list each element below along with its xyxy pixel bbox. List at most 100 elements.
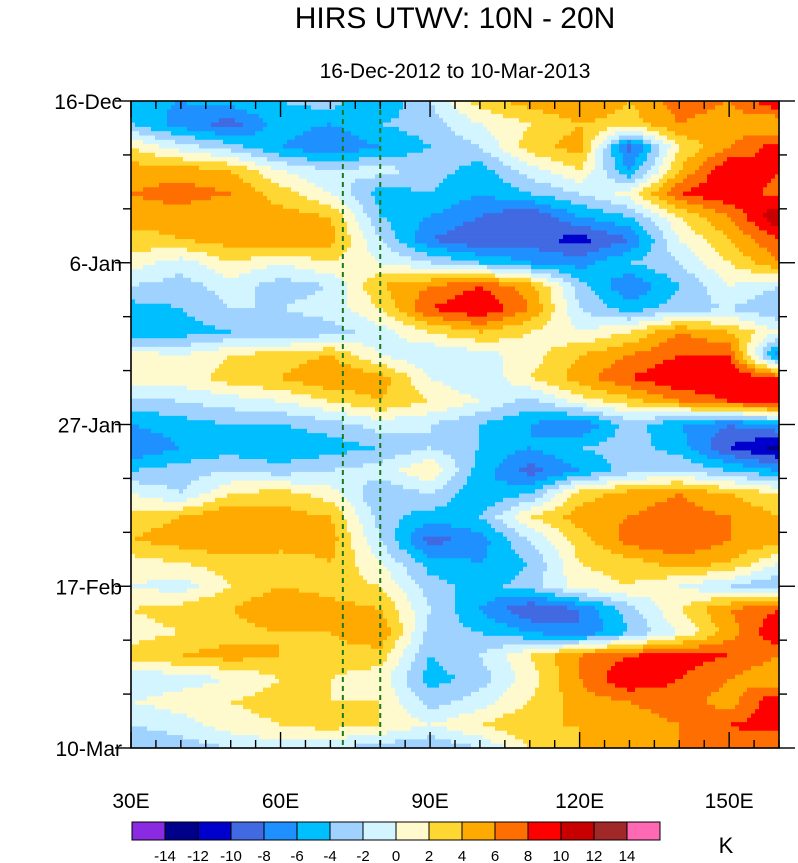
heatmap-cell bbox=[735, 424, 780, 430]
colorbar-tick-label: 12 bbox=[586, 848, 603, 863]
heatmap-cell bbox=[175, 441, 360, 447]
heatmap-cell bbox=[687, 174, 708, 180]
heatmap-cell bbox=[131, 329, 232, 335]
heatmap-cell bbox=[255, 290, 316, 296]
heatmap-cell bbox=[291, 471, 408, 477]
heatmap-cell bbox=[755, 351, 764, 357]
heatmap-cell bbox=[407, 644, 420, 650]
heatmap-cell bbox=[623, 157, 636, 162]
heatmap-cell bbox=[603, 618, 624, 624]
heatmap-cell bbox=[403, 101, 432, 106]
heatmap-cell bbox=[371, 415, 396, 421]
heatmap-cell bbox=[455, 592, 556, 598]
heatmap-cell bbox=[451, 523, 492, 529]
heatmap-cell bbox=[415, 691, 472, 697]
heatmap-cell bbox=[347, 247, 368, 253]
heatmap-cell bbox=[495, 471, 528, 477]
heatmap-cell bbox=[647, 157, 656, 162]
heatmap-cell bbox=[767, 325, 780, 331]
heatmap-cell bbox=[399, 170, 456, 175]
heatmap-cell bbox=[131, 605, 140, 611]
heatmap-cell bbox=[679, 398, 728, 404]
heatmap-cell bbox=[575, 178, 584, 184]
heatmap-cell bbox=[211, 377, 284, 382]
heatmap-cell bbox=[495, 502, 520, 508]
heatmap-cell bbox=[519, 170, 552, 175]
heatmap-cell bbox=[227, 355, 320, 361]
x-axis-labels: 30E 60E 90E 120E 150E bbox=[112, 790, 753, 813]
heatmap-cell bbox=[675, 195, 704, 201]
heatmap-cell bbox=[403, 627, 416, 633]
heatmap-cell bbox=[679, 170, 696, 175]
heatmap-cell bbox=[335, 523, 348, 529]
heatmap-cell bbox=[775, 113, 780, 119]
heatmap-cell bbox=[407, 571, 428, 577]
heatmap-cell bbox=[587, 204, 628, 210]
heatmap-cell bbox=[411, 540, 428, 546]
heatmap-cell bbox=[523, 131, 572, 137]
heatmap-cell bbox=[131, 299, 136, 305]
heatmap-cell bbox=[563, 644, 608, 650]
colorbar-box bbox=[131, 821, 166, 841]
heatmap-cell bbox=[567, 377, 600, 382]
heatmap-cell bbox=[567, 308, 584, 313]
heatmap-cell bbox=[683, 454, 708, 460]
heatmap-cell bbox=[675, 230, 696, 236]
colorbar-box bbox=[527, 821, 562, 841]
heatmap-cell bbox=[491, 290, 520, 296]
heatmap-cell bbox=[647, 325, 676, 331]
heatmap-cell bbox=[459, 614, 488, 620]
heatmap-cell bbox=[583, 308, 620, 313]
heatmap-cell bbox=[383, 644, 396, 650]
heatmap-cell bbox=[207, 286, 256, 292]
heatmap-cell bbox=[603, 165, 616, 171]
colorbar-box bbox=[494, 821, 529, 841]
heatmap-cell bbox=[215, 592, 264, 598]
heatmap-cell bbox=[759, 355, 764, 361]
heatmap-cell bbox=[555, 308, 568, 313]
heatmap-cell bbox=[503, 519, 520, 525]
heatmap-cell bbox=[731, 342, 740, 348]
heatmap-cell bbox=[479, 260, 532, 266]
heatmap-cell bbox=[471, 471, 496, 477]
colorbar-tick-label: -12 bbox=[187, 848, 209, 863]
heatmap-cell bbox=[447, 579, 512, 585]
heatmap-cell bbox=[583, 148, 592, 154]
heatmap-cell bbox=[651, 174, 664, 180]
heatmap-cell bbox=[439, 182, 512, 188]
heatmap-cell bbox=[699, 588, 780, 594]
heatmap-cell bbox=[171, 661, 384, 667]
heatmap-cell bbox=[691, 459, 724, 464]
heatmap-cell bbox=[731, 217, 748, 223]
heatmap-cell bbox=[675, 182, 700, 188]
heatmap-cell bbox=[715, 631, 740, 637]
heatmap-cell bbox=[343, 437, 480, 443]
heatmap-cell bbox=[407, 683, 428, 689]
heatmap-cell bbox=[739, 696, 764, 702]
heatmap-cell bbox=[379, 234, 396, 240]
heatmap-cell bbox=[731, 144, 764, 150]
heatmap-cell bbox=[603, 161, 616, 167]
heatmap-cell bbox=[527, 308, 544, 313]
heatmap-cell bbox=[291, 459, 384, 464]
heatmap-cell bbox=[755, 221, 772, 227]
heatmap-cell bbox=[539, 678, 560, 684]
heatmap-cell bbox=[131, 213, 320, 219]
heatmap-cell bbox=[627, 601, 656, 607]
colorbar-tick-label: -10 bbox=[220, 848, 242, 863]
heatmap-cell bbox=[503, 372, 532, 378]
heatmap-cell bbox=[643, 204, 660, 210]
heatmap-cell bbox=[231, 329, 356, 335]
heatmap-cell bbox=[571, 273, 624, 279]
heatmap-cell bbox=[339, 195, 356, 201]
heatmap-cell bbox=[271, 471, 292, 477]
heatmap-cell bbox=[575, 359, 616, 365]
heatmap-cell bbox=[131, 648, 200, 654]
heatmap-cell bbox=[747, 217, 768, 223]
heatmap-cell bbox=[163, 450, 348, 456]
heatmap-cell bbox=[751, 571, 780, 577]
heatmap-cell bbox=[447, 726, 496, 732]
heatmap-cell bbox=[411, 463, 440, 469]
heatmap-cell bbox=[623, 273, 636, 279]
heatmap-cell bbox=[187, 385, 264, 391]
